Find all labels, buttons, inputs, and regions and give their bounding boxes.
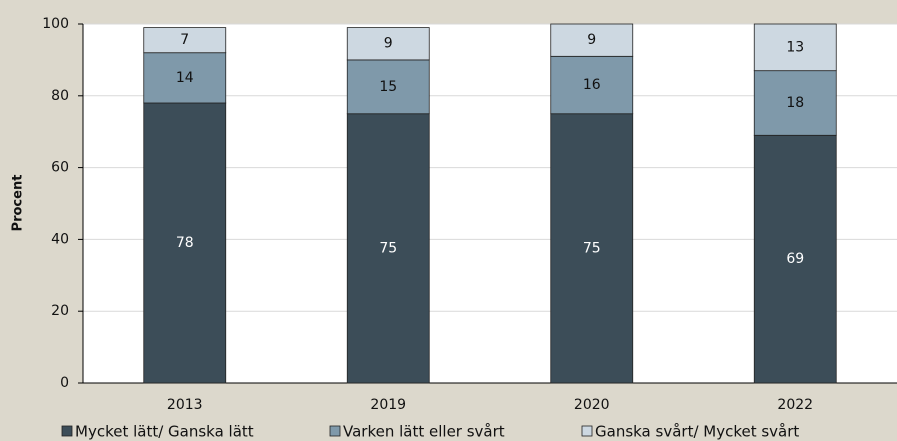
bar-segment <box>143 52 227 104</box>
bar-segment <box>143 27 227 54</box>
y-tick-label: 100 <box>42 16 69 32</box>
data-label: 9 <box>587 32 596 48</box>
bar-segment <box>346 59 430 115</box>
x-tick-label: 2022 <box>777 397 813 413</box>
data-label: 69 <box>786 251 804 267</box>
y-tick-label: 20 <box>51 303 69 319</box>
data-label: 18 <box>786 95 804 111</box>
legend-label: Mycket lätt/ Ganska lätt <box>75 423 254 441</box>
y-tick-label: 0 <box>60 375 69 391</box>
x-tick-label: 2013 <box>167 397 203 413</box>
y-axis-label: Procent <box>11 175 26 232</box>
legend-swatch <box>329 425 341 437</box>
data-label: 75 <box>379 240 397 256</box>
bar-segment <box>346 113 430 384</box>
data-label: 7 <box>180 32 189 48</box>
bar-segment <box>550 55 634 115</box>
legend-swatch <box>61 425 73 437</box>
bar-segment <box>550 23 634 57</box>
data-label: 16 <box>583 77 601 93</box>
data-label: 15 <box>379 79 397 95</box>
y-tick-label: 60 <box>51 160 69 176</box>
data-label: 13 <box>786 39 804 55</box>
y-tick-label: 80 <box>51 88 69 104</box>
y-tick-label: 40 <box>51 231 69 247</box>
bar-segment <box>346 27 430 61</box>
data-label: 14 <box>176 70 194 86</box>
legend-swatch <box>581 425 593 437</box>
data-label: 9 <box>384 36 393 52</box>
bar-segment <box>753 70 837 136</box>
bar-segment <box>753 134 837 384</box>
x-tick-label: 2019 <box>370 397 406 413</box>
legend-label: Ganska svårt/ Mycket svårt <box>595 423 799 441</box>
x-tick-label: 2020 <box>574 397 610 413</box>
bar-segment <box>753 23 837 72</box>
data-label: 75 <box>583 240 601 256</box>
data-label: 78 <box>176 235 194 251</box>
bar-segment <box>143 102 227 384</box>
legend-label: Varken lätt eller svårt <box>343 423 505 441</box>
